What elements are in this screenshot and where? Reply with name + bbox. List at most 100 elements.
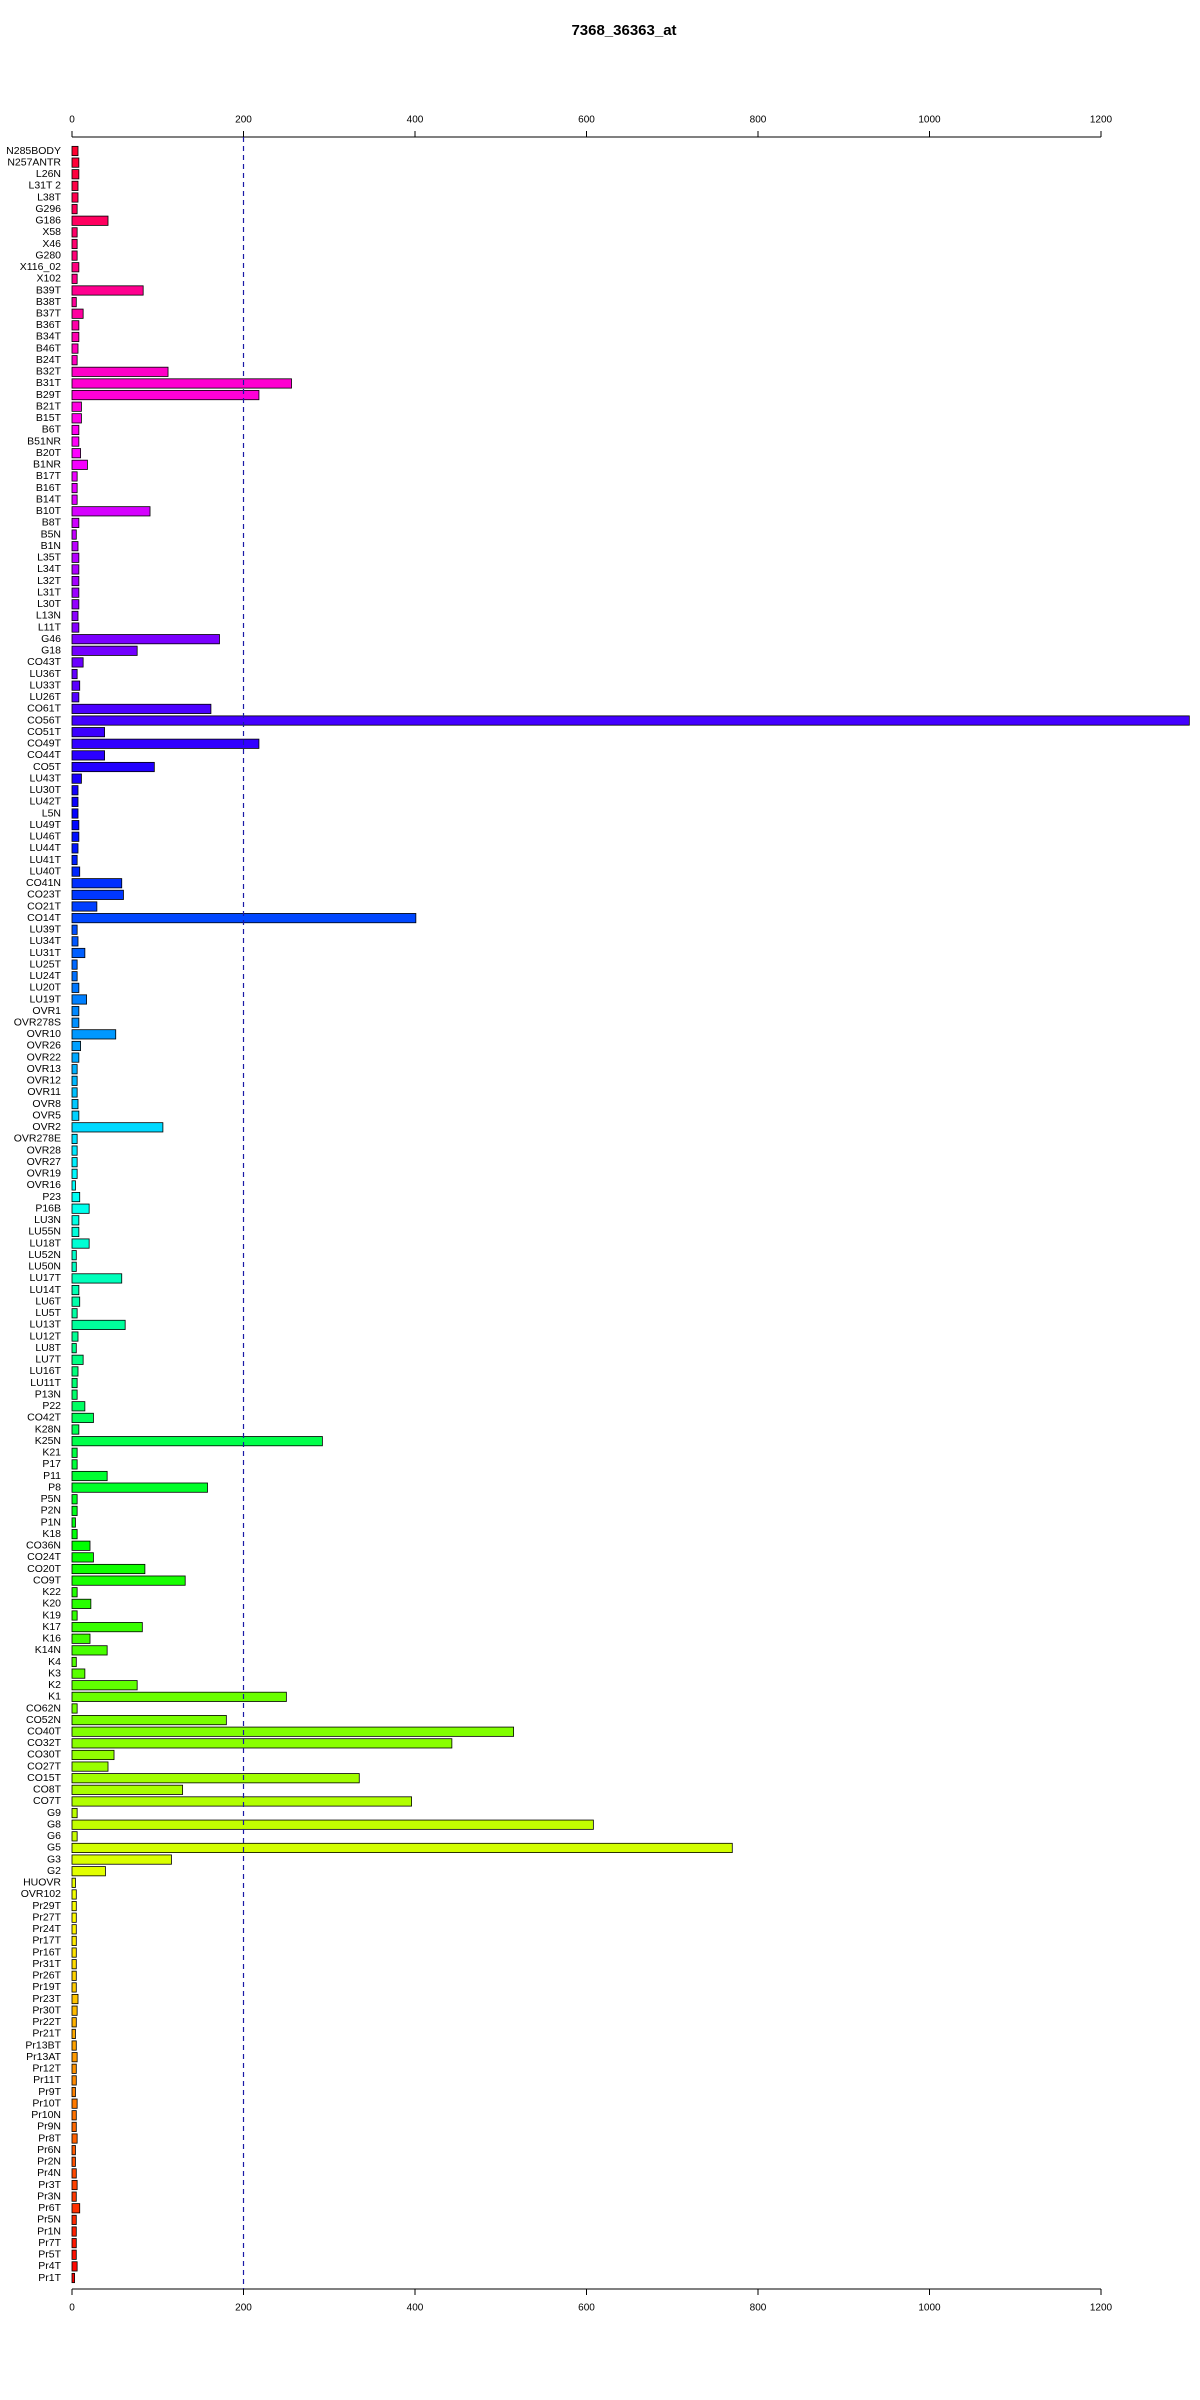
y-tick-label: P13N (35, 1388, 61, 1400)
y-tick-label: Pr2N (37, 2156, 61, 2168)
bar (71, 1796, 412, 1807)
bar (71, 1819, 594, 1830)
bar (71, 2086, 76, 2098)
y-tick-label: Pr16T (32, 1946, 61, 1958)
bar (71, 1075, 78, 1086)
y-tick-label: Pr26T (32, 1970, 61, 1982)
bar (71, 2191, 77, 2202)
y-tick-label: Pr3T (38, 2179, 61, 2191)
bar (71, 610, 79, 621)
bar (71, 1715, 227, 1726)
y-tick-label: B24T (36, 354, 62, 366)
y-tick-label: G18 (41, 645, 61, 657)
bar (71, 238, 78, 250)
y-tick-label: K17 (42, 1621, 61, 1633)
bar (71, 1773, 360, 1784)
bar (71, 971, 78, 982)
y-tick-label: P16B (35, 1202, 61, 1214)
bar (71, 692, 80, 703)
y-tick-label: LU42T (29, 796, 61, 808)
y-tick-label: L31T (37, 586, 62, 598)
y-tick-label: CO15T (27, 1772, 61, 1784)
y-tick-label: LU19T (29, 993, 61, 1005)
x-tick-label: 1000 (918, 115, 941, 126)
bar (71, 1749, 115, 1761)
bar (71, 378, 292, 389)
bar (71, 145, 79, 157)
bar (71, 785, 79, 796)
y-tick-label: G6 (47, 1830, 61, 1842)
bar (71, 308, 84, 319)
bar (71, 1912, 77, 1923)
y-tick-label: B39T (36, 284, 62, 296)
y-tick-label: P1N (41, 1516, 61, 1528)
y-tick-label: OVR278E (14, 1133, 61, 1145)
y-tick-label: CO56T (27, 714, 61, 726)
y-tick-label: LU24T (29, 970, 61, 982)
y-tick-label: OVR28 (27, 1144, 62, 1156)
x-tick-label: 400 (407, 115, 424, 126)
y-tick-label: CO5T (33, 761, 62, 773)
y-tick-label: CO51T (27, 726, 61, 738)
y-tick-label: B14T (36, 493, 62, 505)
bar (71, 1552, 94, 1563)
y-tick-label: B32T (36, 366, 62, 378)
bar (71, 2017, 77, 2028)
y-tick-label: Pr1N (37, 2225, 61, 2237)
bar (71, 1575, 186, 1586)
y-tick-label: LU55N (28, 1226, 61, 1238)
y-tick-label: CO49T (27, 738, 61, 750)
y-tick-label: K2 (48, 1679, 61, 1691)
bar (71, 343, 79, 354)
bar (71, 552, 80, 563)
bar (71, 169, 80, 180)
bar (71, 413, 82, 424)
y-tick-label: K25N (35, 1435, 61, 1447)
y-tick-label: LU30T (29, 784, 61, 796)
y-tick-label: Pr23T (32, 1993, 61, 2005)
bar (71, 1412, 94, 1423)
bar (71, 808, 79, 819)
bar (71, 459, 88, 470)
y-tick-label: K16 (42, 1633, 61, 1645)
bar (71, 215, 109, 226)
y-tick-label: L31T 2 (29, 180, 62, 192)
bar (71, 1006, 80, 1017)
bar (71, 1784, 184, 1795)
y-tick-label: N257ANTR (7, 156, 61, 168)
bar (71, 1377, 78, 1389)
y-tick-label: P17 (42, 1458, 61, 1470)
y-tick-label: OVR2 (32, 1121, 61, 1133)
bar (71, 1633, 91, 1644)
bar (71, 2261, 78, 2272)
y-tick-label: Pr21T (32, 2028, 61, 2040)
bar (71, 2203, 81, 2214)
y-tick-label: LU36T (29, 668, 61, 680)
bar (71, 854, 78, 866)
y-tick-label: LU13T (29, 1319, 61, 1331)
y-tick-label: Pr6T (38, 2202, 61, 2214)
y-tick-label: K18 (42, 1528, 61, 1540)
y-tick-label: B5N (41, 528, 61, 540)
bar (71, 668, 78, 680)
y-tick-label: K1 (48, 1691, 61, 1703)
bar (71, 727, 105, 738)
bar (71, 1970, 77, 1981)
y-tick-label: OVR26 (27, 1040, 62, 1052)
x-tick-label: 0 (69, 2303, 75, 2314)
bar (71, 2005, 78, 2016)
y-tick-label: L13N (36, 610, 61, 622)
x-tick-label: 400 (407, 2303, 424, 2314)
y-tick-label: CO32T (27, 1737, 61, 1749)
bar (71, 2249, 77, 2260)
bar (71, 2110, 77, 2121)
y-tick-label: B51NR (27, 435, 61, 447)
bar (71, 773, 82, 784)
bar (71, 1482, 208, 1493)
bar (71, 204, 78, 215)
y-tick-label: OVR8 (32, 1098, 61, 1110)
bar (71, 180, 79, 191)
y-tick-label: CO41N (26, 877, 61, 889)
bar (71, 529, 77, 540)
bar (71, 494, 78, 505)
